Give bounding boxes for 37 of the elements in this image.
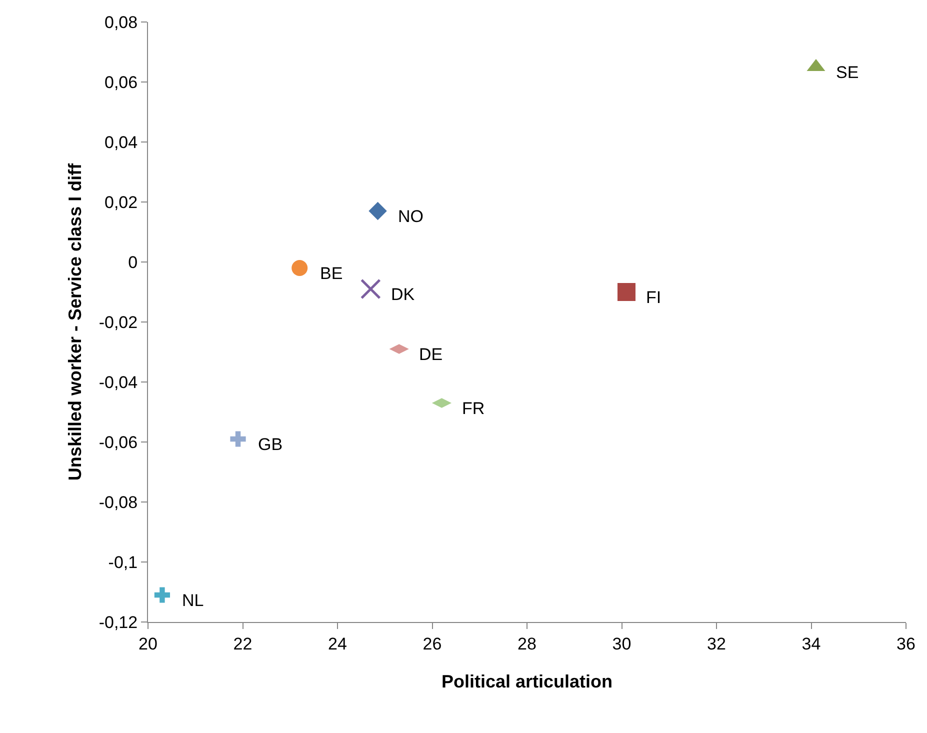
y-tick-label: 0,08 bbox=[104, 12, 138, 32]
series-label: NL bbox=[182, 591, 204, 610]
x-tick-label: 30 bbox=[612, 634, 632, 654]
y-tick-label: 0 bbox=[128, 252, 138, 272]
y-tick-label: -0,08 bbox=[98, 492, 138, 512]
y-axis-title: Unskilled worker - Service class I diff bbox=[65, 162, 86, 481]
y-tick-label: -0,06 bbox=[98, 432, 138, 452]
y-tick-label: 0,06 bbox=[104, 72, 138, 92]
x-tick-label: 24 bbox=[328, 634, 347, 654]
series-label: NO bbox=[398, 207, 424, 226]
series-label: BE bbox=[320, 264, 343, 283]
x-tick-label: 34 bbox=[802, 634, 821, 654]
series-label: DE bbox=[419, 345, 443, 364]
point bbox=[154, 587, 170, 603]
x-tick-label: 36 bbox=[896, 634, 916, 654]
x-axis-title: Political articulation bbox=[441, 672, 613, 692]
x-tick-label: 32 bbox=[707, 634, 726, 654]
y-tick-label: -0,02 bbox=[98, 312, 138, 332]
series-label: GB bbox=[258, 435, 283, 454]
y-tick-label: 0,02 bbox=[104, 192, 138, 212]
series-label: FI bbox=[646, 288, 662, 307]
series-label: SE bbox=[836, 63, 859, 82]
y-tick-label: -0,12 bbox=[98, 612, 138, 632]
series-label: FR bbox=[462, 399, 485, 418]
y-tick-label: 0,04 bbox=[104, 132, 138, 152]
point bbox=[230, 431, 246, 447]
point bbox=[617, 283, 636, 301]
point bbox=[292, 260, 308, 276]
x-tick-label: 20 bbox=[138, 634, 158, 654]
point bbox=[360, 278, 381, 300]
x-tick-label: 22 bbox=[233, 634, 252, 654]
y-tick-label: -0,04 bbox=[98, 372, 138, 392]
x-tick-label: 28 bbox=[518, 634, 536, 654]
x-tick-label: 26 bbox=[422, 634, 442, 654]
point bbox=[368, 202, 387, 220]
y-tick-label: -0,1 bbox=[108, 552, 138, 572]
series-label: DK bbox=[391, 285, 416, 304]
